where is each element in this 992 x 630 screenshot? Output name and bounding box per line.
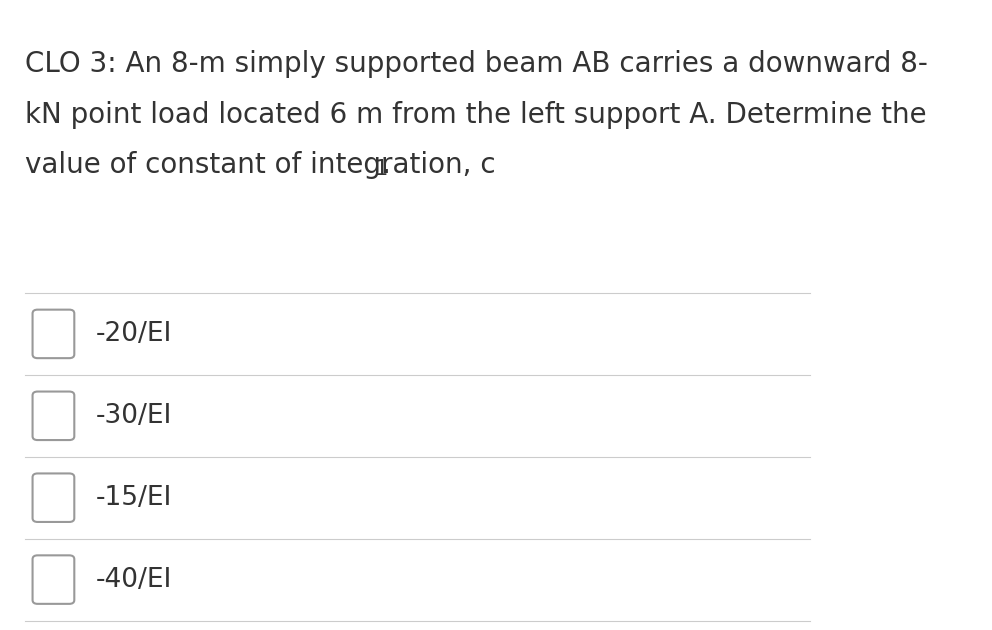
Text: .: .	[382, 151, 391, 179]
FancyBboxPatch shape	[33, 391, 74, 440]
Text: -15/EI: -15/EI	[96, 484, 173, 511]
Text: value of constant of integration, c: value of constant of integration, c	[25, 151, 496, 179]
Text: kN point load located 6 m from the left support A. Determine the: kN point load located 6 m from the left …	[25, 101, 927, 129]
Text: CLO 3: An 8-m simply supported beam AB carries a downward 8-: CLO 3: An 8-m simply supported beam AB c…	[25, 50, 928, 78]
Text: -20/EI: -20/EI	[96, 321, 173, 347]
FancyBboxPatch shape	[33, 310, 74, 358]
Text: -30/EI: -30/EI	[96, 403, 173, 429]
FancyBboxPatch shape	[33, 474, 74, 522]
Text: -40/EI: -40/EI	[96, 566, 173, 593]
Text: 1: 1	[374, 159, 388, 180]
FancyBboxPatch shape	[33, 556, 74, 604]
